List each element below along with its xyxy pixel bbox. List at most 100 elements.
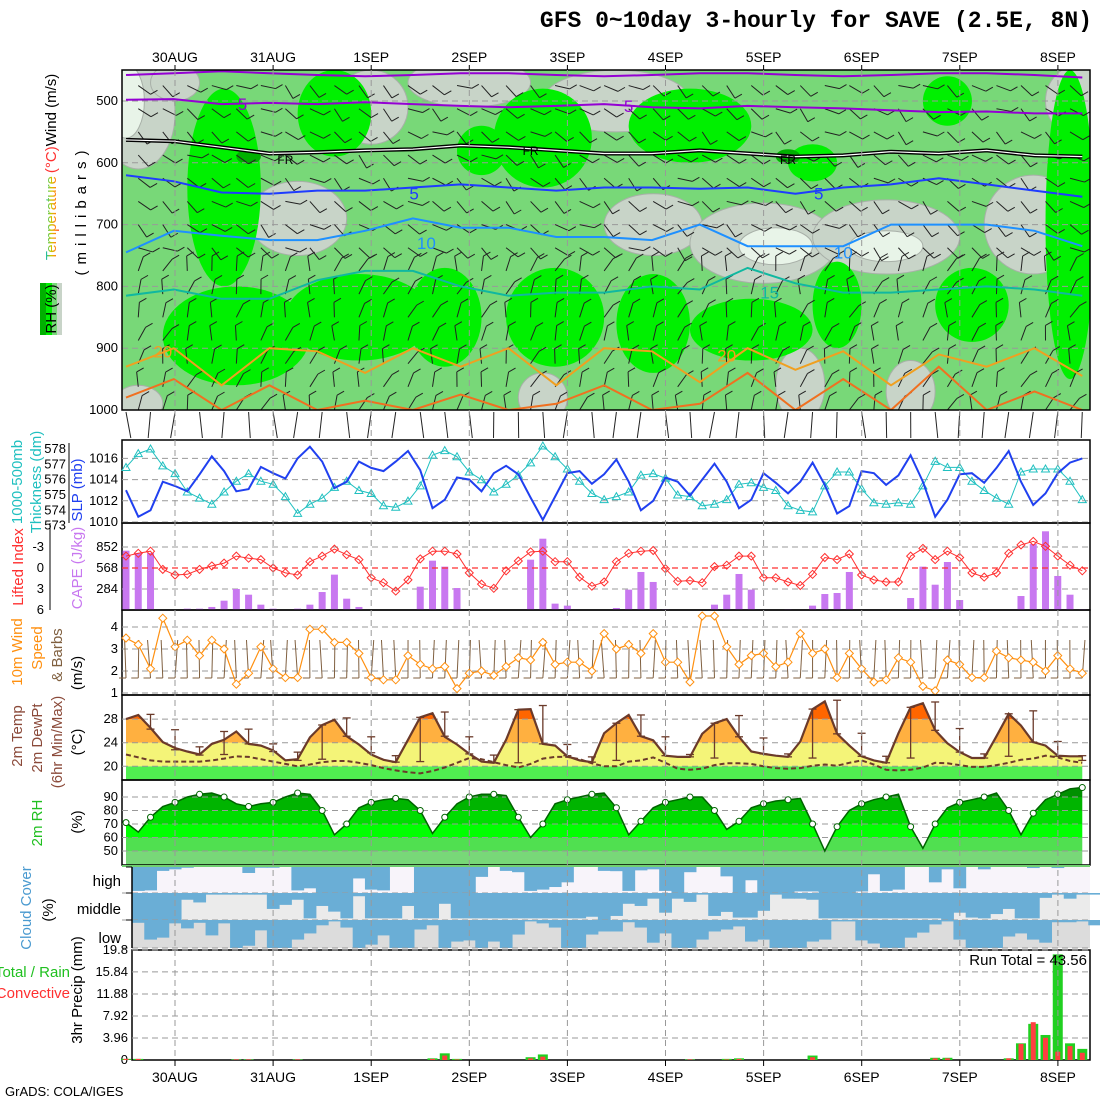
thickness-marker: [672, 490, 683, 499]
wind-barb: [800, 224, 813, 234]
rh-marker: [441, 813, 449, 821]
thickness-marker: [1028, 463, 1039, 473]
wind10m-barb: [995, 639, 998, 679]
wind-barb: [358, 325, 361, 341]
wind-barb-flag: [692, 176, 700, 182]
cloud-bar-low: [450, 920, 464, 942]
cloud-bar-middle: [254, 893, 268, 895]
wind-barb-flag: [346, 159, 354, 165]
wind-barb-flag: [560, 391, 568, 397]
cloud-high-label: high: [93, 873, 121, 890]
wind-barb: [309, 373, 319, 388]
wind-barb-flag: [339, 345, 348, 351]
cloud-bar-high: [524, 867, 538, 891]
surface-wind-barb: [1080, 411, 1083, 439]
wind-barb: [775, 177, 788, 189]
surface-wind-barb: [861, 411, 867, 439]
wind-barb: [944, 302, 948, 318]
wind-barb: [652, 108, 664, 121]
wind10m-barb: [419, 639, 421, 679]
li-marker: [979, 572, 989, 582]
wind-barb: [922, 302, 929, 318]
li-marker: [856, 570, 867, 580]
wind-barb: [554, 258, 565, 272]
wind-barb-flag: [220, 255, 229, 261]
wind-barb: [677, 85, 687, 99]
wind-barb-flag: [165, 367, 173, 373]
run-total-label: Run Total = 43.56: [969, 952, 1087, 969]
wind-barb: [260, 302, 264, 318]
thickness-marker: [255, 476, 266, 485]
rh-marker: [784, 796, 792, 804]
wind-barb: [775, 201, 787, 214]
wind-barb: [505, 256, 512, 272]
cloud-bar-high: [242, 867, 256, 873]
wind-barb-flag: [685, 253, 693, 259]
dewpt2m-label: 2m DewPt: [29, 703, 46, 773]
wind-barb: [358, 177, 374, 185]
li-marker: [942, 546, 953, 556]
cloud-bar-high: [266, 867, 280, 868]
wind-barb: [383, 281, 393, 295]
wind-barb-flag: [643, 246, 651, 252]
cloud-bar-low: [132, 920, 145, 923]
cape-bar: [612, 608, 620, 610]
wind-barb: [628, 395, 633, 410]
wind-barb-flag: [764, 226, 772, 232]
cloud-bar-high: [794, 867, 807, 892]
li-marker: [256, 554, 266, 565]
wind-barb-flag: [581, 251, 589, 257]
isotherm-freezing-core: [125, 139, 1083, 158]
wind-barb: [1045, 108, 1059, 117]
wind-barb-flag: [318, 92, 327, 98]
wind-barb-flag: [926, 252, 935, 257]
wind-barb: [481, 108, 496, 116]
wind-barb-flag: [758, 322, 766, 328]
rh-marker: [245, 802, 253, 810]
wind-barb-flag: [701, 251, 709, 257]
cloud-bar-low: [916, 920, 930, 933]
wind-barb: [579, 247, 593, 256]
wind-barb-flag: [422, 108, 430, 113]
wind-barb-flag: [513, 209, 522, 215]
wind-barb: [260, 256, 264, 272]
wind-barb-flag: [285, 367, 294, 373]
wind-barb-flag: [440, 116, 449, 122]
wind-barb: [628, 279, 635, 295]
wind-barb-flag: [923, 390, 931, 396]
wind-barb: [726, 224, 736, 238]
wind-barb: [775, 108, 791, 114]
cloud-bar-middle: [806, 893, 820, 900]
wind-barb: [626, 325, 630, 341]
wind-barb-flag: [665, 204, 674, 210]
thickness-marker: [783, 500, 793, 510]
wind-barb: [309, 201, 321, 213]
wind-barb-flag: [331, 321, 340, 327]
cloud-bar-low: [965, 920, 979, 948]
wind-barb: [1069, 224, 1082, 235]
precip-convective-bar: [1006, 1058, 1012, 1060]
wind-barb: [1020, 131, 1035, 139]
wind-barb-flag: [495, 110, 503, 116]
thickness-marker: [427, 450, 438, 459]
wind-barb: [701, 201, 714, 213]
li-marker: [452, 549, 462, 559]
thickness-marker: [1003, 499, 1014, 508]
surface-wind-barb: [147, 411, 152, 439]
wind-barb: [137, 256, 144, 272]
thickness-marker: [709, 499, 720, 508]
wind-barb: [530, 374, 541, 388]
wind-barb: [505, 108, 518, 119]
wind-barb-flag: [765, 132, 773, 138]
thickness-marker: [305, 499, 315, 508]
wind-barb: [1045, 177, 1059, 187]
wind-barb: [432, 326, 440, 341]
wind-barb: [897, 131, 907, 145]
thickness-marker: [341, 476, 352, 485]
wind-barb-flag: [632, 391, 640, 396]
li-marker: [771, 573, 781, 583]
wind-barb: [628, 131, 640, 144]
thickness-line: [125, 445, 1083, 515]
wind-barb: [162, 302, 167, 318]
li-line: [125, 540, 1083, 592]
